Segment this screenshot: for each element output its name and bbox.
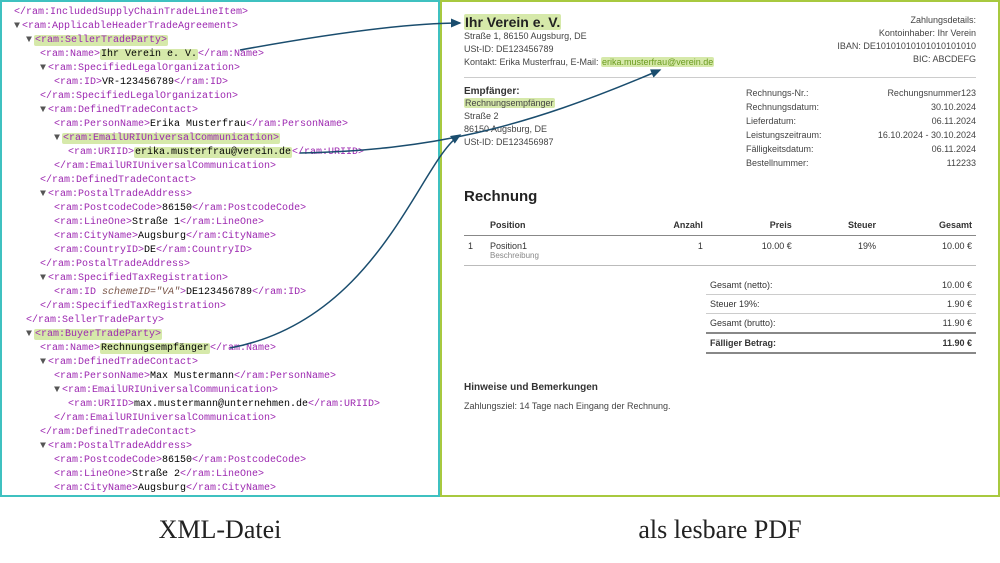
xml-line: </ram:IncludedSupplyChainTradeLineItem>: [4, 6, 436, 20]
recipient-name: Rechnungsempfänger: [464, 98, 555, 108]
payment-details: Zahlungsdetails: Kontoinhaber: Ihr Verei…: [837, 14, 976, 69]
seller-contact: Kontakt: Erika Musterfrau, E-Mail: erika…: [464, 56, 714, 69]
notes-text: Zahlungsziel: 14 Tage nach Eingang der R…: [464, 401, 976, 411]
xml-panel: </ram:IncludedSupplyChainTradeLineItem> …: [0, 0, 440, 497]
invoice-title: Rechnung: [464, 188, 976, 205]
caption-right: als lesbare PDF: [440, 515, 1000, 545]
divider: [464, 77, 976, 78]
seller-name: Ihr Verein e. V.: [464, 14, 561, 30]
table-row: 1 Position1Beschreibung 1 10.00 € 19% 10…: [464, 236, 976, 266]
caption-row: XML-Datei als lesbare PDF: [0, 497, 1000, 563]
totals-block: Gesamt (netto):10.00 € Steuer 19%:1.90 €…: [464, 276, 976, 354]
invoice-meta: Rechnungs-Nr.:Rechungsnummer123 Rechnung…: [746, 86, 976, 170]
notes-heading: Hinweise und Bemerkungen: [464, 382, 976, 393]
seller-address: Straße 1, 86150 Augsburg, DE: [464, 30, 714, 43]
seller-ust: USt-ID: DE123456789: [464, 43, 714, 56]
seller-block: Ihr Verein e. V. Straße 1, 86150 Augsbur…: [464, 14, 714, 69]
caption-left: XML-Datei: [0, 515, 440, 545]
seller-email: erika.musterfrau@verein.de: [601, 57, 714, 67]
line-items-table: Position Anzahl Preis Steuer Gesamt 1 Po…: [464, 215, 976, 266]
recipient-block: Empfänger: Rechnungsempfänger Straße 2 8…: [464, 86, 555, 170]
invoice-panel: Ihr Verein e. V. Straße 1, 86150 Augsbur…: [440, 0, 1000, 497]
